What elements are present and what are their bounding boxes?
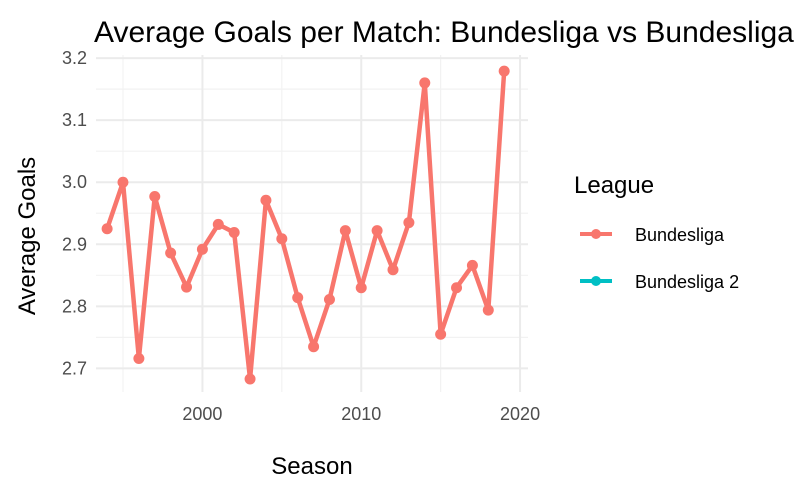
y-tick-labels: 2.7 2.8 2.9 3.0 3.1 3.2 [62,48,87,378]
legend-label-bundesliga: Bundesliga [635,225,725,245]
legend-item-bundesliga-2[interactable]: Bundesliga 2 [580,272,739,292]
data-point-bundesliga[interactable] [371,225,383,237]
y-tick-label: 3.1 [62,110,87,130]
data-point-bundesliga[interactable] [323,294,335,306]
data-point-bundesliga[interactable] [196,243,208,255]
data-point-bundesliga[interactable] [117,176,129,188]
y-tick-label: 2.7 [62,358,87,378]
data-point-bundesliga[interactable] [498,65,510,77]
y-tick-label: 2.8 [62,296,87,316]
x-tick-label: 2000 [182,404,222,424]
legend: League Bundesliga Bundesliga 2 [574,172,739,292]
x-tick-label: 2020 [500,404,540,424]
data-point-bundesliga[interactable] [244,373,256,385]
data-point-bundesliga[interactable] [292,292,304,304]
data-point-bundesliga[interactable] [149,191,161,203]
data-point-bundesliga[interactable] [276,233,288,245]
data-point-bundesliga[interactable] [260,194,272,206]
data-point-bundesliga[interactable] [165,247,177,259]
y-tick-label: 3.0 [62,172,87,192]
data-point-bundesliga[interactable] [355,282,367,294]
data-point-bundesliga[interactable] [308,341,320,353]
series-line-bundesliga [104,68,507,382]
data-point-bundesliga[interactable] [181,281,193,293]
data-point-bundesliga[interactable] [339,225,351,237]
y-tick-label: 2.9 [62,234,87,254]
legend-key-point-bundesliga [591,229,601,239]
chart-title: Average Goals per Match: Bundesliga vs B… [94,16,800,49]
data-point-bundesliga[interactable] [419,77,431,89]
data-point-bundesliga[interactable] [133,352,145,364]
data-point-bundesliga[interactable] [451,282,463,294]
data-point-bundesliga[interactable] [403,217,415,229]
data-point-bundesliga[interactable] [466,259,478,271]
y-axis-title: Average Goals [14,157,41,315]
data-point-bundesliga[interactable] [212,218,224,230]
data-point-bundesliga[interactable] [387,264,399,276]
x-tick-label: 2010 [341,404,381,424]
x-tick-labels: 2000 2010 2020 [182,404,540,424]
data-point-bundesliga[interactable] [101,223,113,235]
series-layer [101,65,510,385]
data-point-bundesliga[interactable] [435,328,447,340]
data-point-bundesliga[interactable] [228,226,240,238]
legend-item-bundesliga[interactable]: Bundesliga [580,225,725,245]
grid [96,55,528,392]
legend-label-bundesliga-2: Bundesliga 2 [635,272,739,292]
legend-key-point-bundesliga-2 [591,276,601,286]
legend-title: League [574,172,654,199]
x-axis-title: Season [271,453,352,480]
data-point-bundesliga[interactable] [482,304,494,316]
y-tick-label: 3.2 [62,48,87,68]
